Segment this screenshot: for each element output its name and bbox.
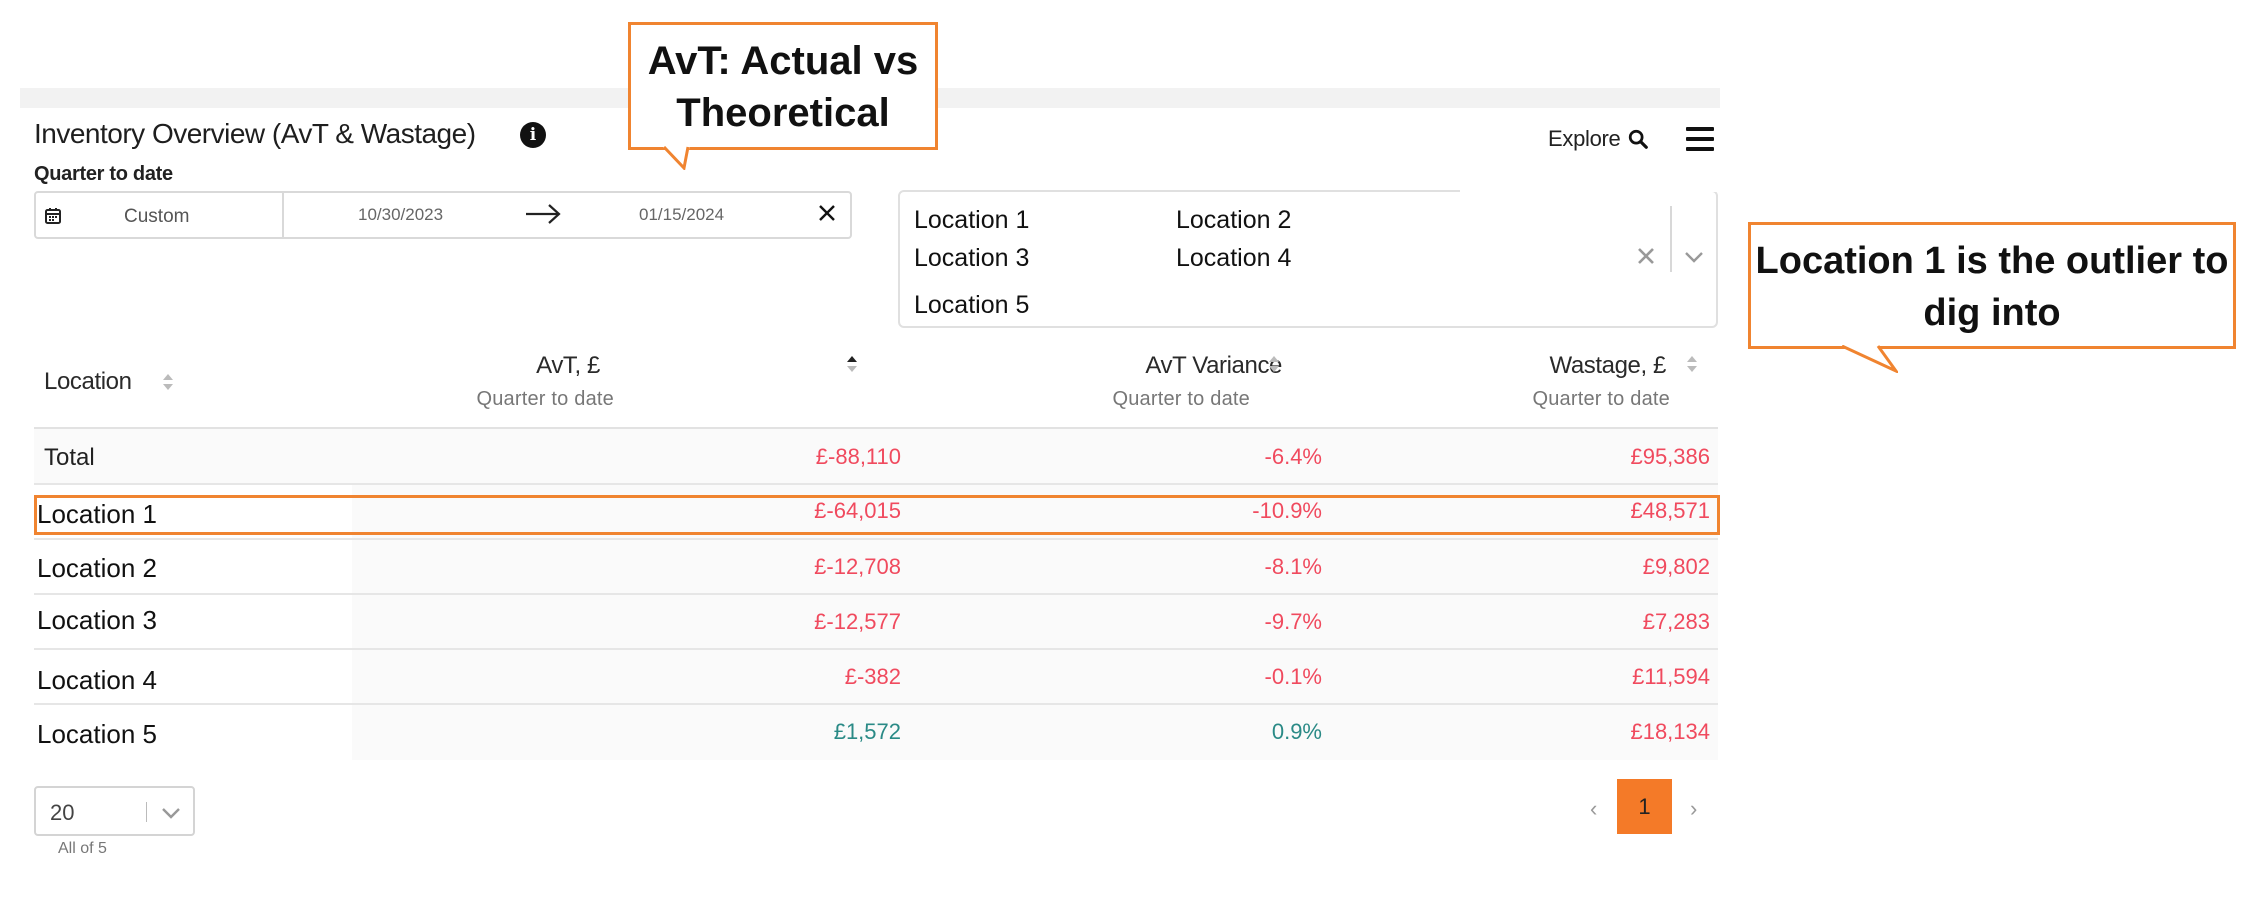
search-icon [1628,129,1648,149]
sort-icon[interactable] [1268,354,1280,374]
avt-value: £-382 [844,664,901,689]
row-shade [352,595,1718,648]
inventory-table: Location AvT, £ Quarter to date AvT Vari… [34,344,1718,760]
callout-tail [1841,345,1898,373]
table-row[interactable]: Location 4 £-382 -0.1% £11,594 [34,650,1718,705]
variance-value: 0.9% [1271,719,1322,744]
table-row[interactable]: Location 1 £-64,015 -10.9% £48,571 [34,485,1718,540]
hamburger-menu-icon[interactable] [1686,127,1714,153]
column-header-avt-variance[interactable]: AvT Variance [1145,352,1282,379]
avt-callout: AvT: Actual vs Theoretical [628,22,938,150]
column-subheader-wastage: Quarter to date [1532,388,1670,410]
sort-ascending-icon[interactable] [846,354,858,374]
table-total-row: Total £-88,110 -6.4% £95,386 [34,429,1718,485]
location-multiselect[interactable] [898,190,1718,328]
location-name[interactable]: Location 1 [37,499,157,529]
avt-value: £-12,577 [814,609,901,634]
chevron-down-icon [162,808,180,819]
info-icon[interactable]: i [520,122,546,148]
multiselect-divider [1670,206,1672,272]
column-header-location[interactable]: Location [44,368,132,395]
location-name[interactable]: Location 4 [37,665,157,695]
total-variance: -6.4% [1264,444,1322,469]
sort-icon[interactable] [1686,354,1698,374]
table-row[interactable]: Location 5 £1,572 0.9% £18,134 [34,705,1718,760]
outlier-row-highlight [34,495,1720,535]
page-size-divider [146,802,147,822]
start-date-input[interactable]: 10/30/2023 [358,205,444,224]
row-shade [352,540,1718,593]
table-header: Location AvT, £ Quarter to date AvT Vari… [34,344,1718,429]
wastage-value: £18,134 [1630,719,1710,744]
location-chip[interactable]: Location 1 [914,206,1030,234]
chevron-down-icon[interactable] [1683,250,1705,264]
avt-value: £-64,015 [814,498,901,523]
column-subheader-avt-variance: Quarter to date [1112,388,1250,410]
row-shade [352,485,1718,538]
wastage-value: £7,283 [1642,609,1710,634]
prev-page-button[interactable]: ‹ [1590,796,1598,821]
clear-date-icon[interactable] [816,202,838,224]
page-title: Inventory Overview (AvT & Wastage) [34,118,476,149]
wastage-value: £11,594 [1632,664,1710,689]
avt-value: £1,572 [833,719,901,744]
explore-label: Explore [1548,126,1621,151]
page-size-select[interactable]: 20 [34,786,195,836]
calendar-icon [45,208,61,224]
variance-value: -10.9% [1252,498,1322,523]
location-chip[interactable]: Location 3 [914,244,1030,272]
next-page-button[interactable]: › [1690,796,1698,821]
column-header-avt[interactable]: AvT, £ [536,352,600,379]
location-chip[interactable]: Location 2 [1176,206,1292,234]
location-name[interactable]: Location 2 [37,553,157,583]
arrow-right-icon [526,204,561,224]
variance-value: -8.1% [1264,554,1322,579]
location-chip[interactable]: Location 5 [914,291,1030,319]
explore-button[interactable]: Explore [1548,126,1649,152]
location-name[interactable]: Location 5 [37,719,157,749]
avt-value: £-12,708 [814,554,901,579]
callout-tail [662,146,690,170]
variance-value: -9.7% [1264,609,1322,634]
location-name[interactable]: Location 3 [37,605,157,635]
row-count-label: All of 5 [58,840,107,857]
outlier-callout: Location 1 is the outlier to dig into [1748,222,2236,349]
wastage-value: £48,571 [1630,498,1710,523]
total-label: Total [44,444,95,471]
date-range-picker[interactable]: Custom 10/30/2023 01/15/2024 [34,191,852,239]
total-avt: £-88,110 [815,444,901,469]
date-preset-select[interactable]: Custom [36,193,284,237]
date-period-label: Quarter to date [34,163,173,185]
row-shade [352,705,1718,760]
page-button-current[interactable]: 1 [1617,779,1672,834]
date-preset-label: Custom [124,206,190,227]
location-multiselect-top-gap [1460,186,1730,192]
column-header-wastage[interactable]: Wastage, £ [1549,352,1666,379]
row-shade [352,650,1718,703]
location-chip[interactable]: Location 4 [1176,244,1292,272]
end-date-input[interactable]: 01/15/2024 [639,205,725,224]
clear-locations-icon[interactable] [1636,246,1656,266]
table-row[interactable]: Location 3 £-12,577 -9.7% £7,283 [34,595,1718,650]
column-subheader-avt: Quarter to date [476,388,614,410]
variance-value: -0.1% [1264,664,1322,689]
table-row[interactable]: Location 2 £-12,708 -8.1% £9,802 [34,540,1718,595]
total-wastage: £95,386 [1630,444,1710,469]
wastage-value: £9,802 [1642,554,1710,579]
sort-icon[interactable] [162,372,174,392]
page-size-value: 20 [50,800,75,825]
